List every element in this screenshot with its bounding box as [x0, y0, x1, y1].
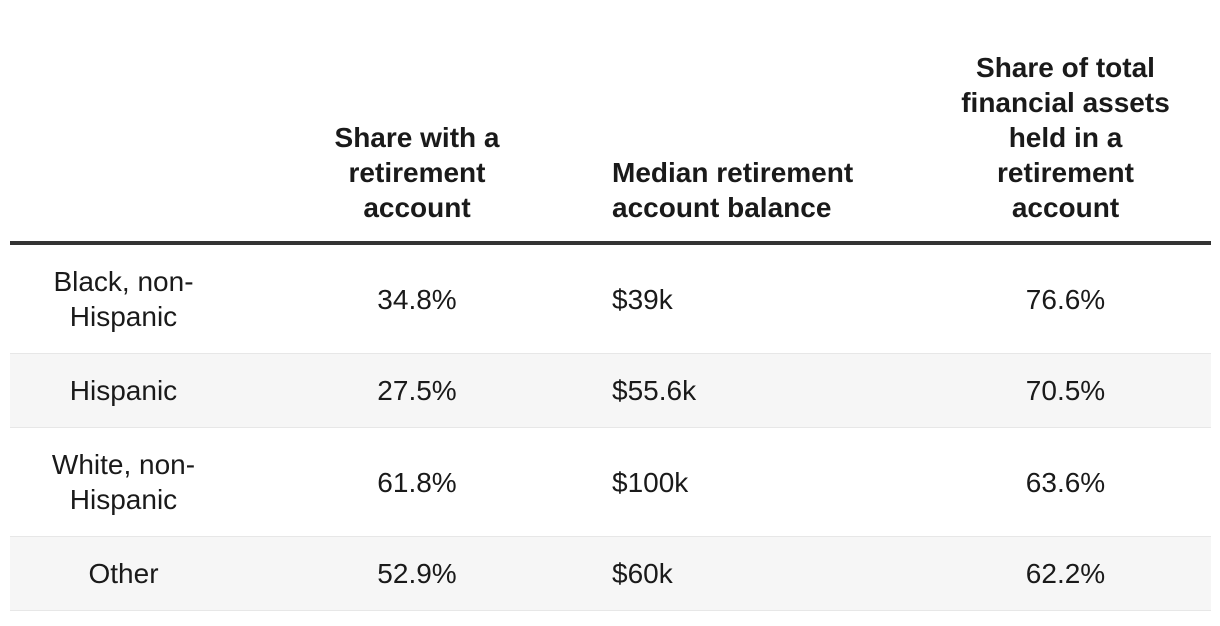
share-of-assets-cell: 63.6%: [920, 427, 1211, 537]
median-balance-cell: $55.6k: [597, 353, 920, 428]
row-label-cell: White, non-Hispanic: [10, 427, 237, 537]
share-with-account-cell: 61.8%: [237, 427, 597, 537]
column-header-share-with-account: Share with a retirement account: [237, 0, 597, 245]
column-header-median-balance-label: Median retirement account balance: [612, 157, 854, 223]
share-of-assets-cell: 62.2%: [920, 536, 1211, 611]
table-row-black-non-hispanic: Black, non-Hispanic 34.8% $39k 76.6%: [10, 243, 1211, 354]
share-with-account-cell: 27.5%: [237, 353, 597, 428]
table-row-white-non-hispanic: White, non-Hispanic 61.8% $100k 63.6%: [10, 427, 1211, 537]
median-balance-cell: $60k: [597, 536, 920, 611]
share-with-account-cell: 52.9%: [237, 536, 597, 611]
share-of-assets-cell: 76.6%: [920, 243, 1211, 354]
share-with-account-cell: 34.8%: [237, 243, 597, 354]
column-header-share-of-assets: Share of total financial assets held in …: [920, 0, 1211, 245]
table-row-other: Other 52.9% $60k 62.2%: [10, 536, 1211, 611]
column-header-share-with-account-label: Share with a retirement account: [334, 122, 500, 223]
median-balance-cell: $100k: [597, 427, 920, 537]
row-label-cell: Hispanic: [10, 353, 237, 428]
header-row: Share with a retirement account Median r…: [10, 0, 1211, 245]
table-row-hispanic: Hispanic 27.5% $55.6k 70.5%: [10, 353, 1211, 428]
share-of-assets-cell: 70.5%: [920, 353, 1211, 428]
retirement-accounts-table: Share with a retirement account Median r…: [10, 0, 1211, 611]
column-header-row-label: [10, 0, 237, 245]
column-header-share-of-assets-label: Share of total financial assets held in …: [961, 52, 1170, 223]
median-balance-cell: $39k: [597, 243, 920, 354]
row-label-cell: Black, non-Hispanic: [10, 243, 237, 354]
row-label-cell: Other: [10, 536, 237, 611]
column-header-median-balance: Median retirement account balance: [597, 0, 920, 245]
